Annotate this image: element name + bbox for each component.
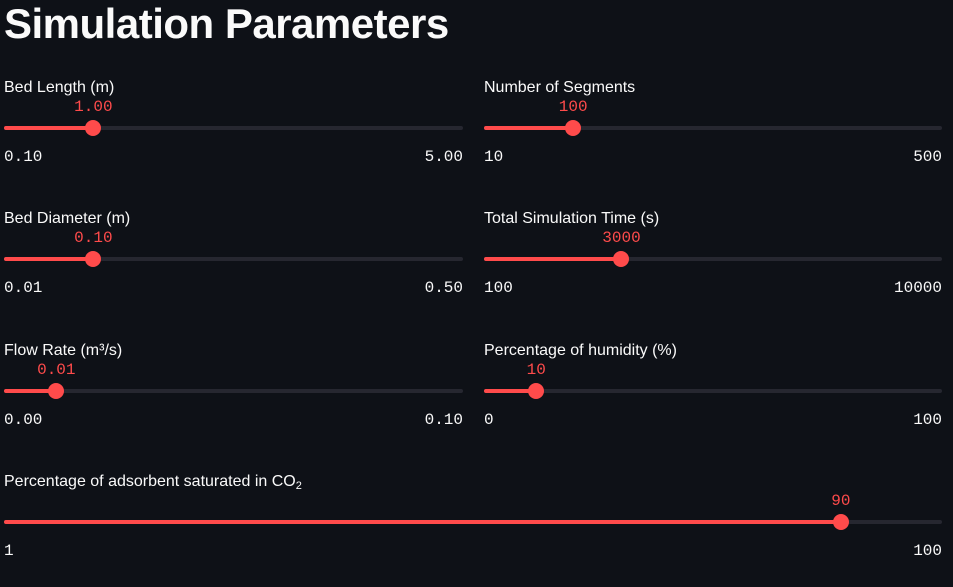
flow-rate-slider: Flow Rate (m³/s) 0.01 0.00 0.10	[4, 341, 463, 441]
slider-fill	[484, 126, 574, 130]
slider-current-value: 1.00	[74, 98, 113, 116]
num-segments-label: Number of Segments	[484, 79, 636, 96]
slider-track[interactable]	[484, 257, 942, 261]
slider-fill	[4, 257, 94, 261]
slider-current-value: 100	[558, 98, 588, 116]
num-segments-track-area[interactable]: 100	[484, 98, 942, 149]
bed-length-slider: Bed Length (m) 1.00 0.10 5.00	[4, 78, 463, 178]
slider-track[interactable]	[484, 389, 942, 393]
slider-min-label: 0	[484, 411, 494, 429]
saturation-track-area[interactable]: 90	[4, 492, 942, 543]
slider-current-value: 3000	[602, 229, 641, 247]
slider-max-label: 10000	[893, 279, 942, 297]
humidity-track-area[interactable]: 10	[484, 361, 942, 412]
slider-thumb[interactable]	[528, 383, 545, 399]
slider-min-label: 0.01	[4, 279, 43, 297]
slider-current-value: 90	[831, 492, 851, 510]
saturation-label-text: Percentage of adsorbent saturated in CO	[4, 473, 296, 490]
slider-thumb[interactable]	[613, 251, 630, 267]
slider-current-value: 0.01	[37, 361, 76, 379]
slider-min-label: 0.00	[4, 411, 43, 429]
slider-min-label: 0.10	[4, 148, 43, 166]
slider-fill	[4, 389, 57, 393]
slider-track[interactable]	[4, 257, 463, 261]
slider-min-label: 1	[4, 542, 14, 560]
page-title: Simulation Parameters	[4, 0, 449, 47]
slider-track[interactable]	[484, 126, 942, 130]
sim-time-label: Total Simulation Time (s)	[484, 210, 660, 227]
bed-length-label: Bed Length (m)	[4, 79, 115, 96]
bed-diameter-label: Bed Diameter (m)	[4, 210, 131, 227]
slider-fill	[484, 389, 537, 393]
num-segments-slider: Number of Segments 100 10 500	[484, 78, 942, 178]
bed-diameter-slider: Bed Diameter (m) 0.10 0.01 0.50	[4, 209, 463, 309]
slider-max-label: 0.10	[424, 411, 463, 429]
slider-thumb[interactable]	[832, 514, 849, 530]
slider-track[interactable]	[4, 126, 463, 130]
slider-fill	[4, 126, 94, 130]
slider-min-label: 100	[484, 279, 513, 297]
slider-max-label: 0.50	[424, 279, 463, 297]
sim-time-track-area[interactable]: 3000	[484, 229, 942, 280]
slider-thumb[interactable]	[85, 120, 102, 136]
slider-thumb[interactable]	[85, 251, 102, 267]
slider-min-label: 10	[484, 148, 504, 166]
slider-current-value: 10	[526, 361, 546, 379]
slider-track[interactable]	[4, 389, 463, 393]
flow-rate-label: Flow Rate (m³/s)	[4, 342, 123, 359]
bed-diameter-track-area[interactable]: 0.10	[4, 229, 463, 280]
saturation-label-subscript: 2	[295, 480, 302, 492]
bed-length-track-area[interactable]: 1.00	[4, 98, 463, 149]
saturation-label: Percentage of adsorbent saturated in CO2	[4, 472, 302, 492]
flow-rate-track-area[interactable]: 0.01	[4, 361, 463, 412]
humidity-label: Percentage of humidity (%)	[484, 342, 677, 359]
slider-current-value: 0.10	[74, 229, 113, 247]
slider-max-label: 100	[913, 411, 942, 429]
sim-time-slider: Total Simulation Time (s) 3000 100 10000	[484, 209, 942, 309]
slider-max-label: 100	[913, 542, 942, 560]
slider-fill	[484, 257, 622, 261]
saturation-slider: Percentage of adsorbent saturated in CO2…	[4, 472, 942, 572]
slider-thumb[interactable]	[48, 383, 65, 399]
slider-fill	[4, 520, 841, 524]
slider-thumb[interactable]	[565, 120, 582, 136]
slider-max-label: 5.00	[424, 148, 463, 166]
humidity-slider: Percentage of humidity (%) 10 0 100	[484, 341, 942, 441]
slider-max-label: 500	[913, 148, 942, 166]
